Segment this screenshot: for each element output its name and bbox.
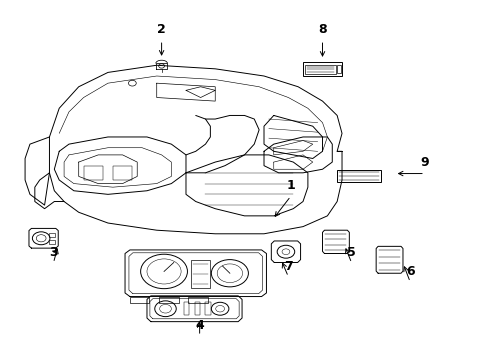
Text: 5: 5 <box>346 246 355 259</box>
Bar <box>49 239 55 244</box>
Bar <box>130 297 149 303</box>
Bar <box>183 302 189 315</box>
Bar <box>336 65 340 73</box>
Bar <box>336 170 380 182</box>
Bar <box>303 62 341 76</box>
Text: 6: 6 <box>405 265 414 278</box>
Bar <box>305 64 335 74</box>
Text: 9: 9 <box>420 156 428 169</box>
Text: 3: 3 <box>49 246 58 259</box>
Bar <box>159 297 178 303</box>
Text: 8: 8 <box>318 23 326 36</box>
Bar <box>83 166 103 180</box>
Bar <box>205 302 211 315</box>
Bar <box>194 302 200 315</box>
Text: 2: 2 <box>157 23 165 36</box>
Bar <box>190 260 210 288</box>
Bar <box>113 166 132 180</box>
Bar <box>188 297 207 303</box>
Text: 1: 1 <box>286 179 295 192</box>
Bar <box>49 233 55 237</box>
Text: 7: 7 <box>284 260 292 273</box>
Text: 4: 4 <box>195 319 203 332</box>
